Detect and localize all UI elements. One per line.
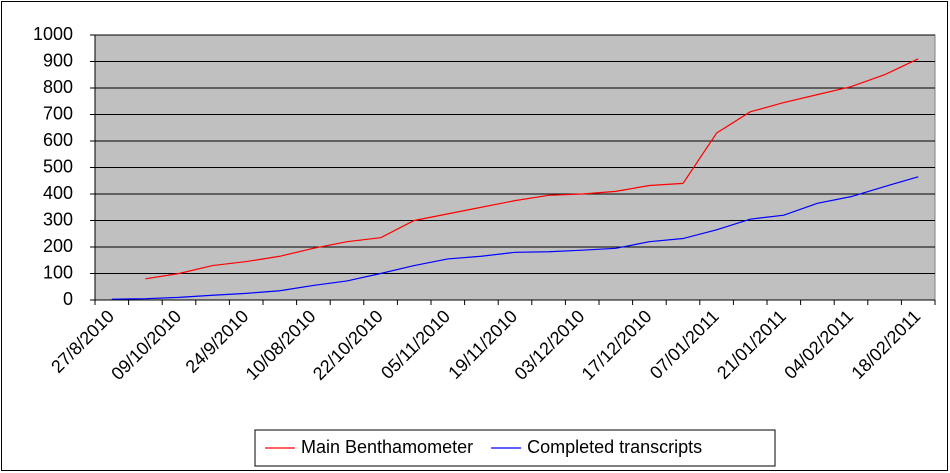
y-tick-label: 0 bbox=[63, 289, 73, 309]
y-tick-label: 800 bbox=[43, 77, 73, 97]
legend: Main Benthamometer Completed transcripts bbox=[254, 429, 776, 467]
y-tick-label: 200 bbox=[43, 236, 73, 256]
line-series bbox=[145, 58, 919, 280]
legend-label: Completed transcripts bbox=[527, 437, 702, 457]
y-tick-label: 400 bbox=[43, 183, 73, 203]
y-tick-label: 100 bbox=[43, 262, 73, 282]
y-tick-label: 300 bbox=[43, 209, 73, 229]
y-tick-label: 1000 bbox=[33, 24, 73, 44]
y-tick-label: 700 bbox=[43, 103, 73, 123]
legend-label: Main Benthamometer bbox=[301, 437, 473, 457]
y-tick-label: 500 bbox=[43, 156, 73, 176]
y-tick-label: 600 bbox=[43, 130, 73, 150]
y-tick-label: 900 bbox=[43, 50, 73, 70]
line-series bbox=[111, 176, 919, 300]
